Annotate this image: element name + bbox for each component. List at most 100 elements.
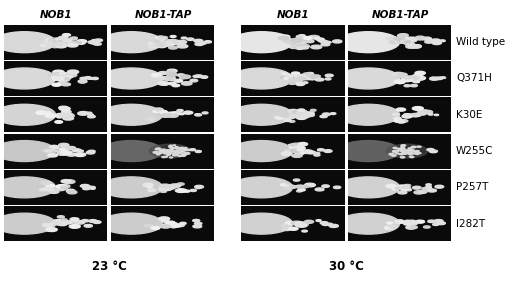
- Circle shape: [402, 78, 411, 81]
- Circle shape: [170, 226, 177, 228]
- Circle shape: [193, 75, 199, 78]
- Circle shape: [322, 223, 329, 225]
- Circle shape: [171, 148, 175, 149]
- Circle shape: [165, 223, 171, 225]
- Circle shape: [404, 188, 410, 190]
- Circle shape: [384, 226, 394, 229]
- Circle shape: [155, 148, 159, 150]
- Circle shape: [167, 69, 177, 72]
- Circle shape: [42, 223, 53, 227]
- Circle shape: [193, 225, 202, 228]
- Circle shape: [41, 181, 51, 184]
- Circle shape: [59, 114, 66, 116]
- Circle shape: [61, 77, 70, 80]
- Circle shape: [301, 150, 313, 153]
- Circle shape: [156, 43, 165, 46]
- Circle shape: [53, 72, 62, 75]
- Circle shape: [184, 111, 191, 114]
- Circle shape: [173, 85, 178, 86]
- Circle shape: [77, 40, 87, 43]
- Circle shape: [184, 111, 193, 114]
- Circle shape: [77, 42, 85, 44]
- Circle shape: [64, 75, 69, 77]
- Circle shape: [67, 70, 79, 74]
- Circle shape: [167, 73, 177, 76]
- Circle shape: [431, 77, 436, 79]
- Circle shape: [143, 183, 153, 187]
- Circle shape: [156, 44, 167, 47]
- Circle shape: [167, 71, 176, 73]
- Circle shape: [404, 153, 406, 154]
- Circle shape: [180, 76, 186, 78]
- Circle shape: [404, 40, 413, 43]
- Circle shape: [292, 43, 303, 47]
- Circle shape: [177, 183, 184, 185]
- Circle shape: [231, 68, 293, 89]
- Circle shape: [63, 34, 70, 36]
- Circle shape: [413, 81, 420, 83]
- Circle shape: [157, 152, 162, 154]
- Circle shape: [153, 40, 160, 42]
- Circle shape: [404, 223, 411, 225]
- Circle shape: [394, 220, 405, 223]
- Circle shape: [280, 184, 286, 186]
- Circle shape: [66, 73, 77, 77]
- Circle shape: [411, 114, 419, 117]
- Circle shape: [427, 148, 434, 151]
- Circle shape: [231, 213, 293, 234]
- Text: NOB1: NOB1: [277, 10, 309, 20]
- Circle shape: [180, 75, 191, 79]
- Circle shape: [399, 39, 406, 42]
- Circle shape: [411, 76, 417, 78]
- Circle shape: [45, 149, 52, 152]
- Circle shape: [190, 189, 196, 192]
- Circle shape: [155, 74, 162, 76]
- Circle shape: [413, 151, 417, 152]
- Circle shape: [88, 41, 97, 44]
- Circle shape: [402, 115, 412, 118]
- Text: W255C: W255C: [456, 146, 494, 156]
- Circle shape: [310, 75, 320, 78]
- Circle shape: [149, 45, 157, 47]
- Circle shape: [100, 32, 163, 53]
- Circle shape: [406, 150, 411, 151]
- Circle shape: [295, 222, 304, 225]
- Circle shape: [181, 155, 185, 156]
- Circle shape: [275, 116, 284, 119]
- Circle shape: [306, 114, 314, 117]
- Circle shape: [164, 77, 171, 80]
- Circle shape: [60, 107, 70, 110]
- Circle shape: [169, 114, 176, 117]
- Circle shape: [402, 41, 410, 43]
- Circle shape: [55, 42, 64, 45]
- Circle shape: [400, 37, 412, 41]
- Circle shape: [161, 185, 171, 189]
- Circle shape: [171, 224, 181, 227]
- Circle shape: [194, 39, 203, 42]
- Circle shape: [296, 151, 303, 153]
- Circle shape: [406, 152, 410, 153]
- Circle shape: [298, 189, 305, 191]
- Circle shape: [175, 80, 182, 82]
- Circle shape: [411, 226, 418, 228]
- Circle shape: [100, 68, 163, 89]
- Circle shape: [177, 44, 188, 48]
- Circle shape: [202, 112, 208, 114]
- Circle shape: [164, 151, 168, 152]
- Circle shape: [166, 41, 172, 44]
- Circle shape: [50, 74, 58, 76]
- Circle shape: [292, 154, 302, 157]
- Circle shape: [411, 114, 418, 115]
- Circle shape: [159, 111, 167, 113]
- Circle shape: [166, 112, 177, 116]
- Circle shape: [290, 46, 298, 49]
- Circle shape: [303, 76, 310, 79]
- Circle shape: [302, 230, 307, 232]
- Circle shape: [168, 40, 178, 43]
- Circle shape: [407, 151, 410, 152]
- Circle shape: [314, 37, 320, 39]
- Circle shape: [402, 150, 408, 152]
- Circle shape: [427, 41, 433, 43]
- Circle shape: [397, 186, 407, 189]
- Circle shape: [171, 79, 177, 81]
